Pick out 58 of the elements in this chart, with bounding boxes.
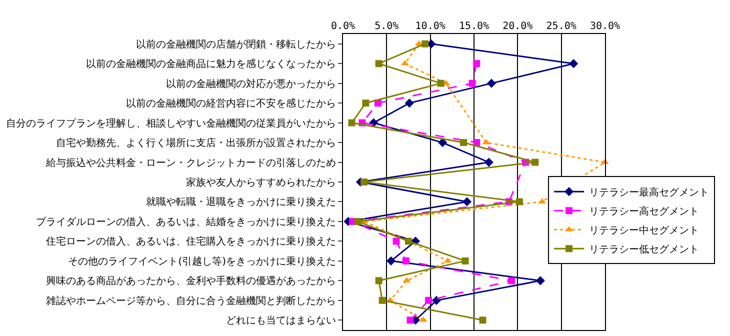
point [486, 78, 496, 88]
y-tick-label: 家族や友人からすすめられたから [186, 176, 336, 188]
x-tick-label: 20.0% [502, 21, 533, 32]
y-tick-label: 雑誌やホームページ等から、自分に合う金融機関と判断したから [46, 294, 336, 307]
point [378, 296, 386, 304]
point [460, 139, 468, 146]
point [462, 197, 472, 206]
y-tick-label: 給与振込や公共料金・ローン・クレジットカードの引落しのため [45, 156, 336, 169]
point [508, 277, 516, 284]
point [432, 296, 441, 305]
x-tick-label: 15.0% [458, 21, 490, 32]
y-tick-label: どれにも当てはまらない [226, 314, 336, 327]
point [392, 238, 400, 245]
point [569, 59, 578, 68]
y-tick-label: 以前の金融機関の店舗が閉鎖・移転したから [136, 38, 336, 50]
y-tick-label: ブライダルローンの借入、あるいは、結婚をきっかけに乗り換えた [36, 216, 336, 228]
point [375, 277, 382, 284]
y-tick-label: 就職や転職・退職をきっかけに乗り換えた [146, 196, 336, 208]
x-tick-label: 0.0% [330, 21, 356, 32]
legend-label: リテラシー中セグメント [589, 224, 700, 236]
point [404, 98, 414, 108]
point [406, 316, 414, 324]
point [425, 296, 432, 304]
y-tick-label: その他のライフイベント(引越し等)をきっかけに乗り換えた [68, 255, 336, 268]
point [536, 276, 545, 286]
point [386, 256, 396, 266]
point [444, 257, 452, 263]
point [437, 80, 444, 87]
y-tick-label: 自分のライフプランを理解し、相談しやすい金融機関の従業員がいたから [6, 117, 336, 130]
point [354, 218, 362, 225]
y-tick-label: 以前の金融機関の経営内容に不安を感じたから [126, 98, 336, 110]
y-tick-label: 以前の金融機関の対応が悪かったから [166, 78, 336, 90]
x-tick-label: 30.0% [590, 21, 620, 32]
point [484, 158, 494, 167]
x-tick-label: 10.0% [415, 21, 446, 32]
point [375, 60, 382, 68]
point [438, 138, 448, 148]
point [532, 158, 539, 166]
y-tick-label: 興味のある商品があったから、金利や手数料の優遇があったから [46, 275, 336, 288]
legend-label: リテラシー高セグメント [589, 205, 700, 218]
x-tick-label: 5.0% [374, 21, 399, 32]
point [360, 178, 368, 186]
x-tick-label: 25.0% [546, 21, 576, 32]
legend-label: リテラシー低セグメント [589, 244, 700, 256]
point [516, 198, 523, 206]
point [473, 60, 480, 68]
y-tick-label: 以前の金融機関の金融商品に魅力を感じなくなったから [86, 58, 336, 70]
point [473, 139, 480, 146]
point [362, 100, 370, 107]
point [402, 257, 410, 264]
legend-label: リテラシー最高セグメント [589, 186, 710, 198]
point [479, 316, 486, 324]
point [462, 257, 469, 264]
point [348, 119, 356, 126]
y-tick-label: 自宅や勤務先、よく行く場所に支店・出張所が設置されたから [56, 137, 336, 150]
y-tick-label: 住宅ローンの借入、あるいは、住宅購入をきっかけに乗り換えた [46, 236, 336, 248]
point [422, 40, 429, 48]
point [468, 80, 476, 87]
